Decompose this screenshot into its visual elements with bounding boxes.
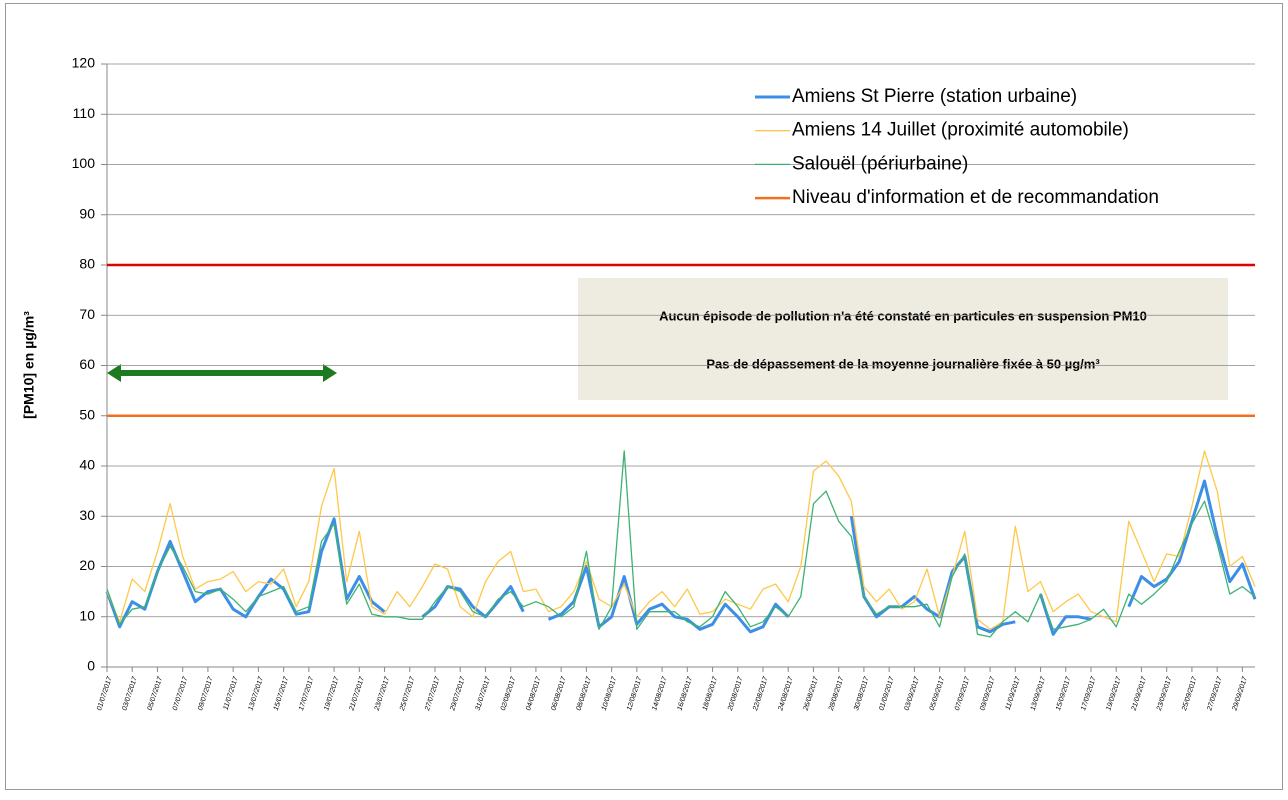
series-line [105, 479, 1257, 636]
annotation: Aucun épisode de pollution n'a été const… [659, 308, 1147, 323]
legend-label: Amiens St Pierre (station urbaine) [792, 86, 1077, 107]
y-tick-label: 20 [79, 557, 95, 573]
legend-label: Amiens 14 Juillet (proximité automobile) [792, 120, 1129, 141]
y-tick-label: 60 [79, 356, 95, 372]
arrow-head [323, 364, 337, 382]
legend-label: Niveau d'information et de recommandatio… [792, 187, 1159, 208]
legend-label: Salouël (périurbaine) [792, 153, 968, 174]
annotation-box [578, 278, 1228, 400]
y-tick-label: 40 [79, 457, 95, 473]
y-tick-label: 90 [79, 205, 95, 221]
y-tick-label: 110 [73, 105, 96, 121]
y-tick-label: 0 [87, 658, 95, 674]
arrow-head [107, 364, 121, 382]
y-tick-label: 80 [79, 256, 95, 272]
y-tick-label: 10 [79, 607, 95, 623]
y-axis-label: [PM10] en µg/m³ [21, 311, 37, 419]
y-tick-label: 70 [79, 306, 95, 322]
y-tick-label: 100 [72, 155, 96, 171]
annotation: Pas de dépassement de la moyenne journal… [706, 356, 1100, 371]
period-arrow [107, 364, 337, 382]
y-tick-label: 50 [79, 406, 95, 422]
series-line [106, 450, 1256, 630]
series-line [106, 450, 1256, 638]
y-tick-label: 120 [72, 55, 96, 71]
y-tick-label: 30 [79, 507, 95, 523]
